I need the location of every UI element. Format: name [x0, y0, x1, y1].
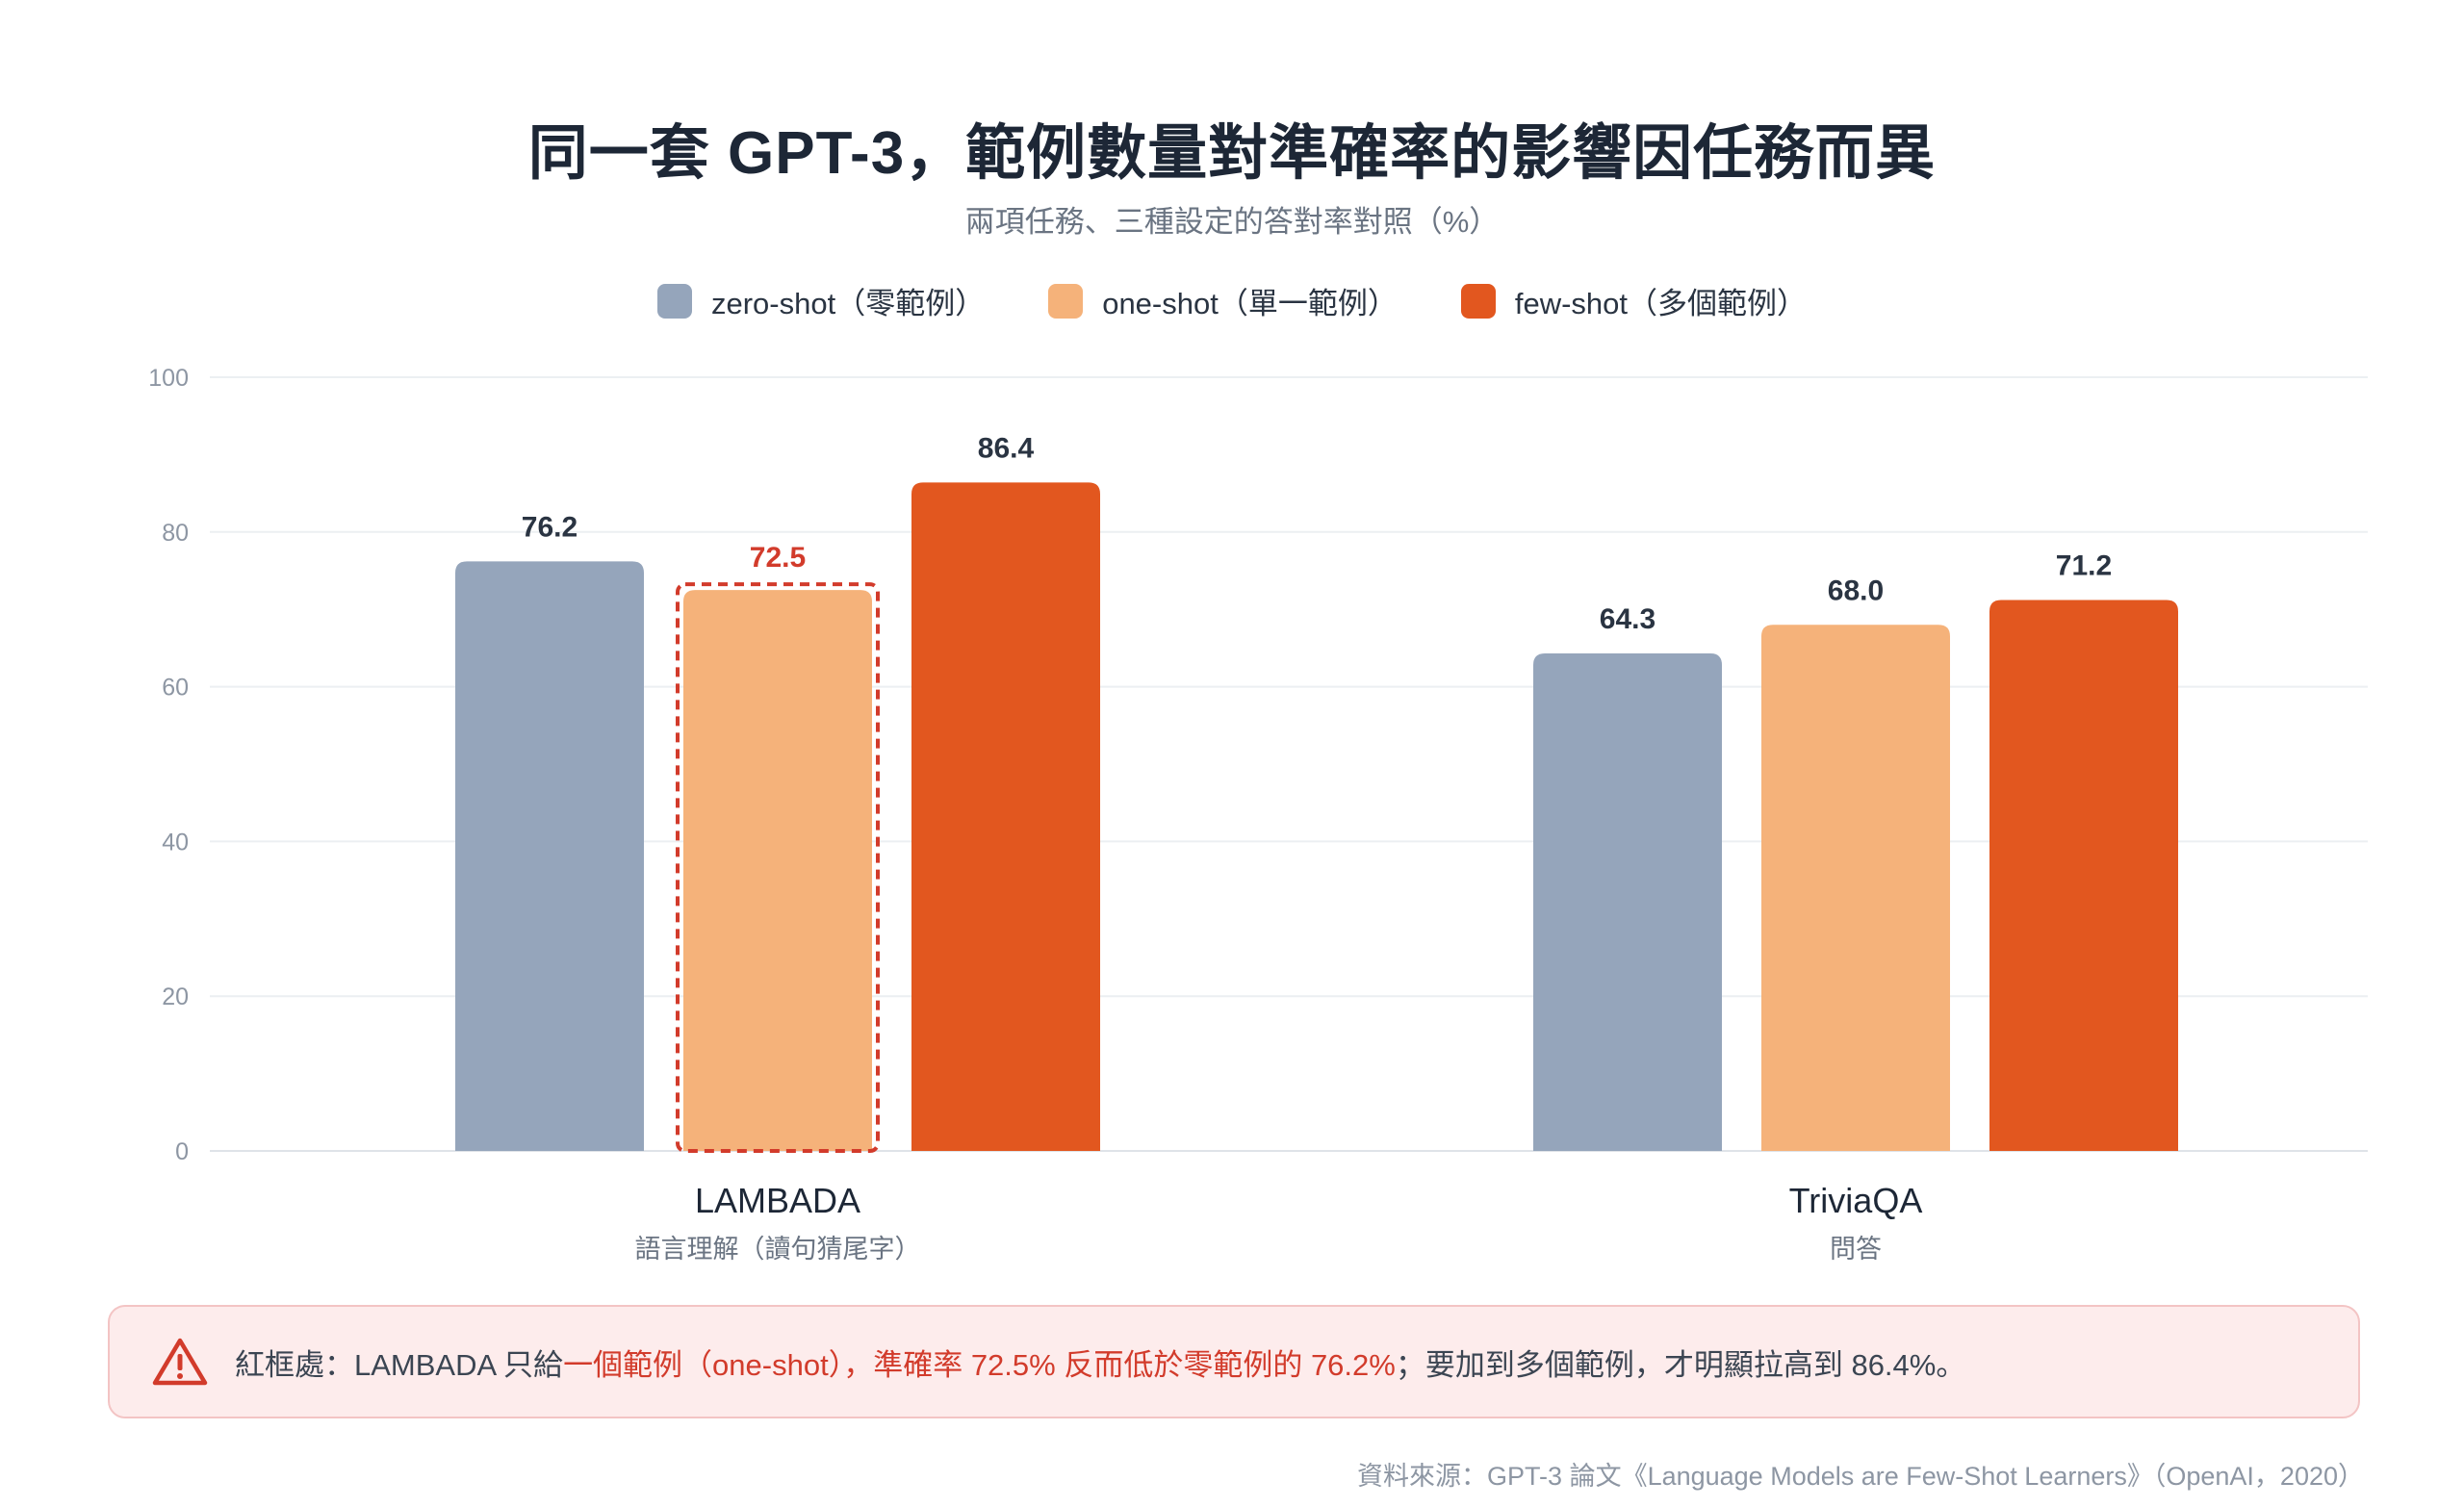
- source-note: 資料來源：GPT-3 論文《Language Models are Few-Sh…: [1357, 1462, 2364, 1491]
- x-category-sublabel: 問答: [1830, 1235, 1882, 1264]
- legend-swatch-one-shot: [1048, 283, 1084, 319]
- callout-text: 紅框處：LAMBADA 只給一個範例（one-shot），準確率 72.5% 反…: [235, 1341, 1965, 1384]
- bar: [1533, 653, 1722, 1151]
- legend: zero-shot（零範例） one-shot（單一範例） few-shot（多…: [0, 279, 2464, 322]
- warning-triangle-icon: [152, 1338, 208, 1386]
- bar: [455, 561, 644, 1151]
- bar: [911, 482, 1100, 1151]
- legend-label-one-shot: one-shot（單一範例）: [1102, 287, 1398, 320]
- highlight-dashed-box: [676, 582, 880, 1154]
- callout-note: 紅框處：LAMBADA 只給一個範例（one-shot），準確率 72.5% 反…: [108, 1305, 2360, 1418]
- y-tick-label: 40: [162, 829, 189, 856]
- data-label: 71.2: [2056, 550, 2112, 582]
- bar-chart: 0 20 40 60 80 100 76.2 64.3 72.5 68.0 86.4 71.2 LAMB…: [148, 365, 2368, 1264]
- bar: [1761, 625, 1950, 1151]
- legend-swatch-zero-shot: [656, 283, 692, 319]
- callout-highlight: 一個範例（one-shot），準確率 72.5% 反而低於零範例的 76.2%: [563, 1347, 1396, 1382]
- x-category-label: LAMBADA: [695, 1181, 860, 1220]
- data-label: 68.0: [1828, 575, 1884, 606]
- legend-label-few-shot: few-shot（多個範例）: [1514, 287, 1808, 320]
- y-tick-label: 100: [148, 365, 189, 392]
- legend-swatch-few-shot: [1460, 283, 1496, 319]
- data-label: 72.5: [750, 542, 806, 574]
- y-tick-label: 60: [162, 675, 189, 702]
- legend-item-one-shot: one-shot（單一範例）: [1048, 279, 1398, 322]
- x-category-sublabel: 語言理解（讀句猜尾字）: [635, 1235, 921, 1264]
- callout-suffix: ；要加到多個範例，才明顯拉高到 86.4%。: [1395, 1347, 1966, 1382]
- x-category-label: TriviaQA: [1789, 1181, 1923, 1220]
- chart-title: 同一套 GPT-3，範例數量對準確率的影響因任務而異: [527, 120, 1937, 187]
- legend-label-zero-shot: zero-shot（零範例）: [710, 287, 986, 320]
- data-label: 76.2: [522, 511, 578, 543]
- data-label: 86.4: [978, 432, 1035, 464]
- y-tick-label: 20: [162, 983, 189, 1010]
- y-tick-label: 0: [175, 1138, 189, 1165]
- bar: [1989, 600, 2178, 1151]
- callout-prefix: 紅框處：LAMBADA 只給: [235, 1347, 564, 1382]
- legend-item-zero-shot: zero-shot（零範例）: [656, 279, 986, 322]
- legend-item-few-shot: few-shot（多個範例）: [1460, 279, 1808, 322]
- data-label: 64.3: [1600, 603, 1656, 635]
- chart-subtitle: 兩項任務、三種設定的答對率對照（%）: [964, 205, 1500, 239]
- y-tick-label: 80: [162, 520, 189, 547]
- bar: [683, 590, 872, 1151]
